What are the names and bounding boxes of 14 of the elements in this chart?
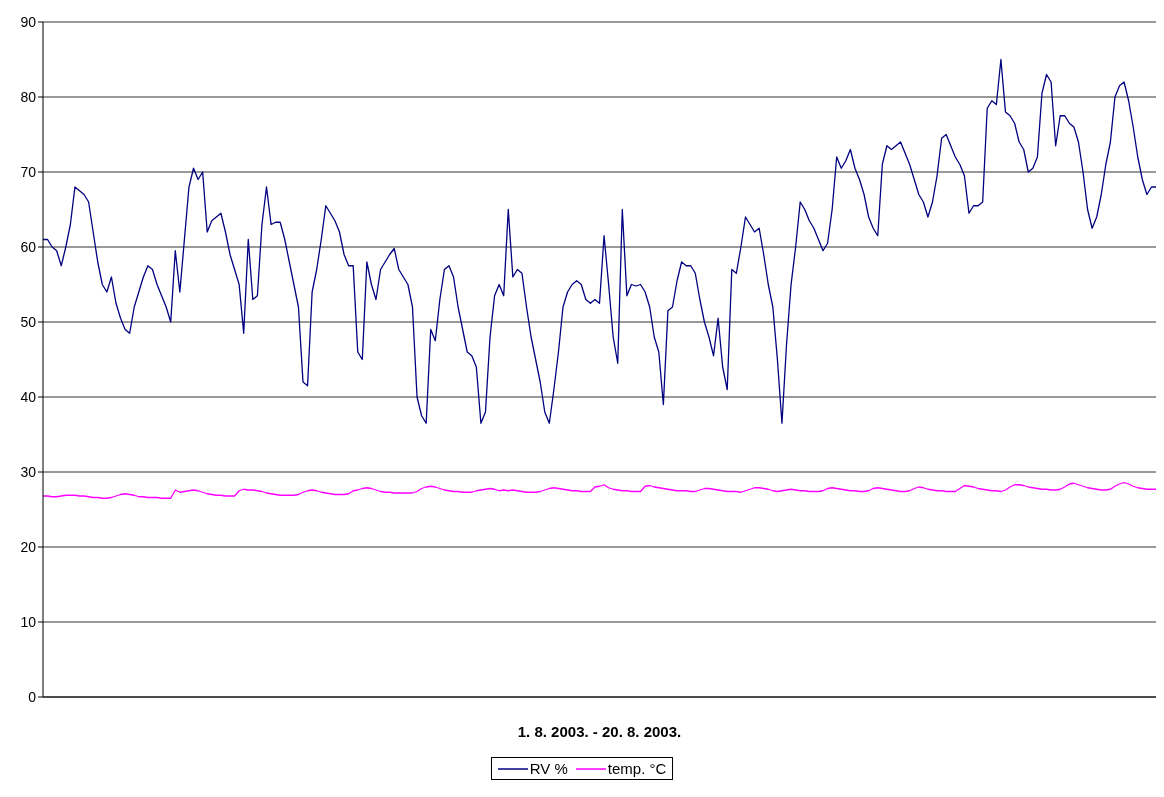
x-axis-title: 1. 8. 2003. - 20. 8. 2003. — [517, 723, 682, 740]
y-tick-label: 90 — [20, 13, 37, 30]
legend-label: RV % — [529, 760, 568, 777]
legend-label: temp. °C — [607, 760, 667, 777]
y-tick-label: 80 — [20, 88, 37, 105]
y-tick-label: 20 — [20, 538, 37, 555]
y-tick-label: 50 — [20, 313, 37, 330]
y-tick-label: 60 — [20, 238, 37, 255]
y-tick-label: 40 — [20, 388, 37, 405]
y-tick-label: 30 — [20, 463, 37, 480]
y-tick-label: 70 — [20, 163, 37, 180]
y-tick-label: 0 — [28, 688, 37, 705]
line-series — [42, 481, 1157, 499]
y-tick-label: 10 — [20, 613, 37, 630]
